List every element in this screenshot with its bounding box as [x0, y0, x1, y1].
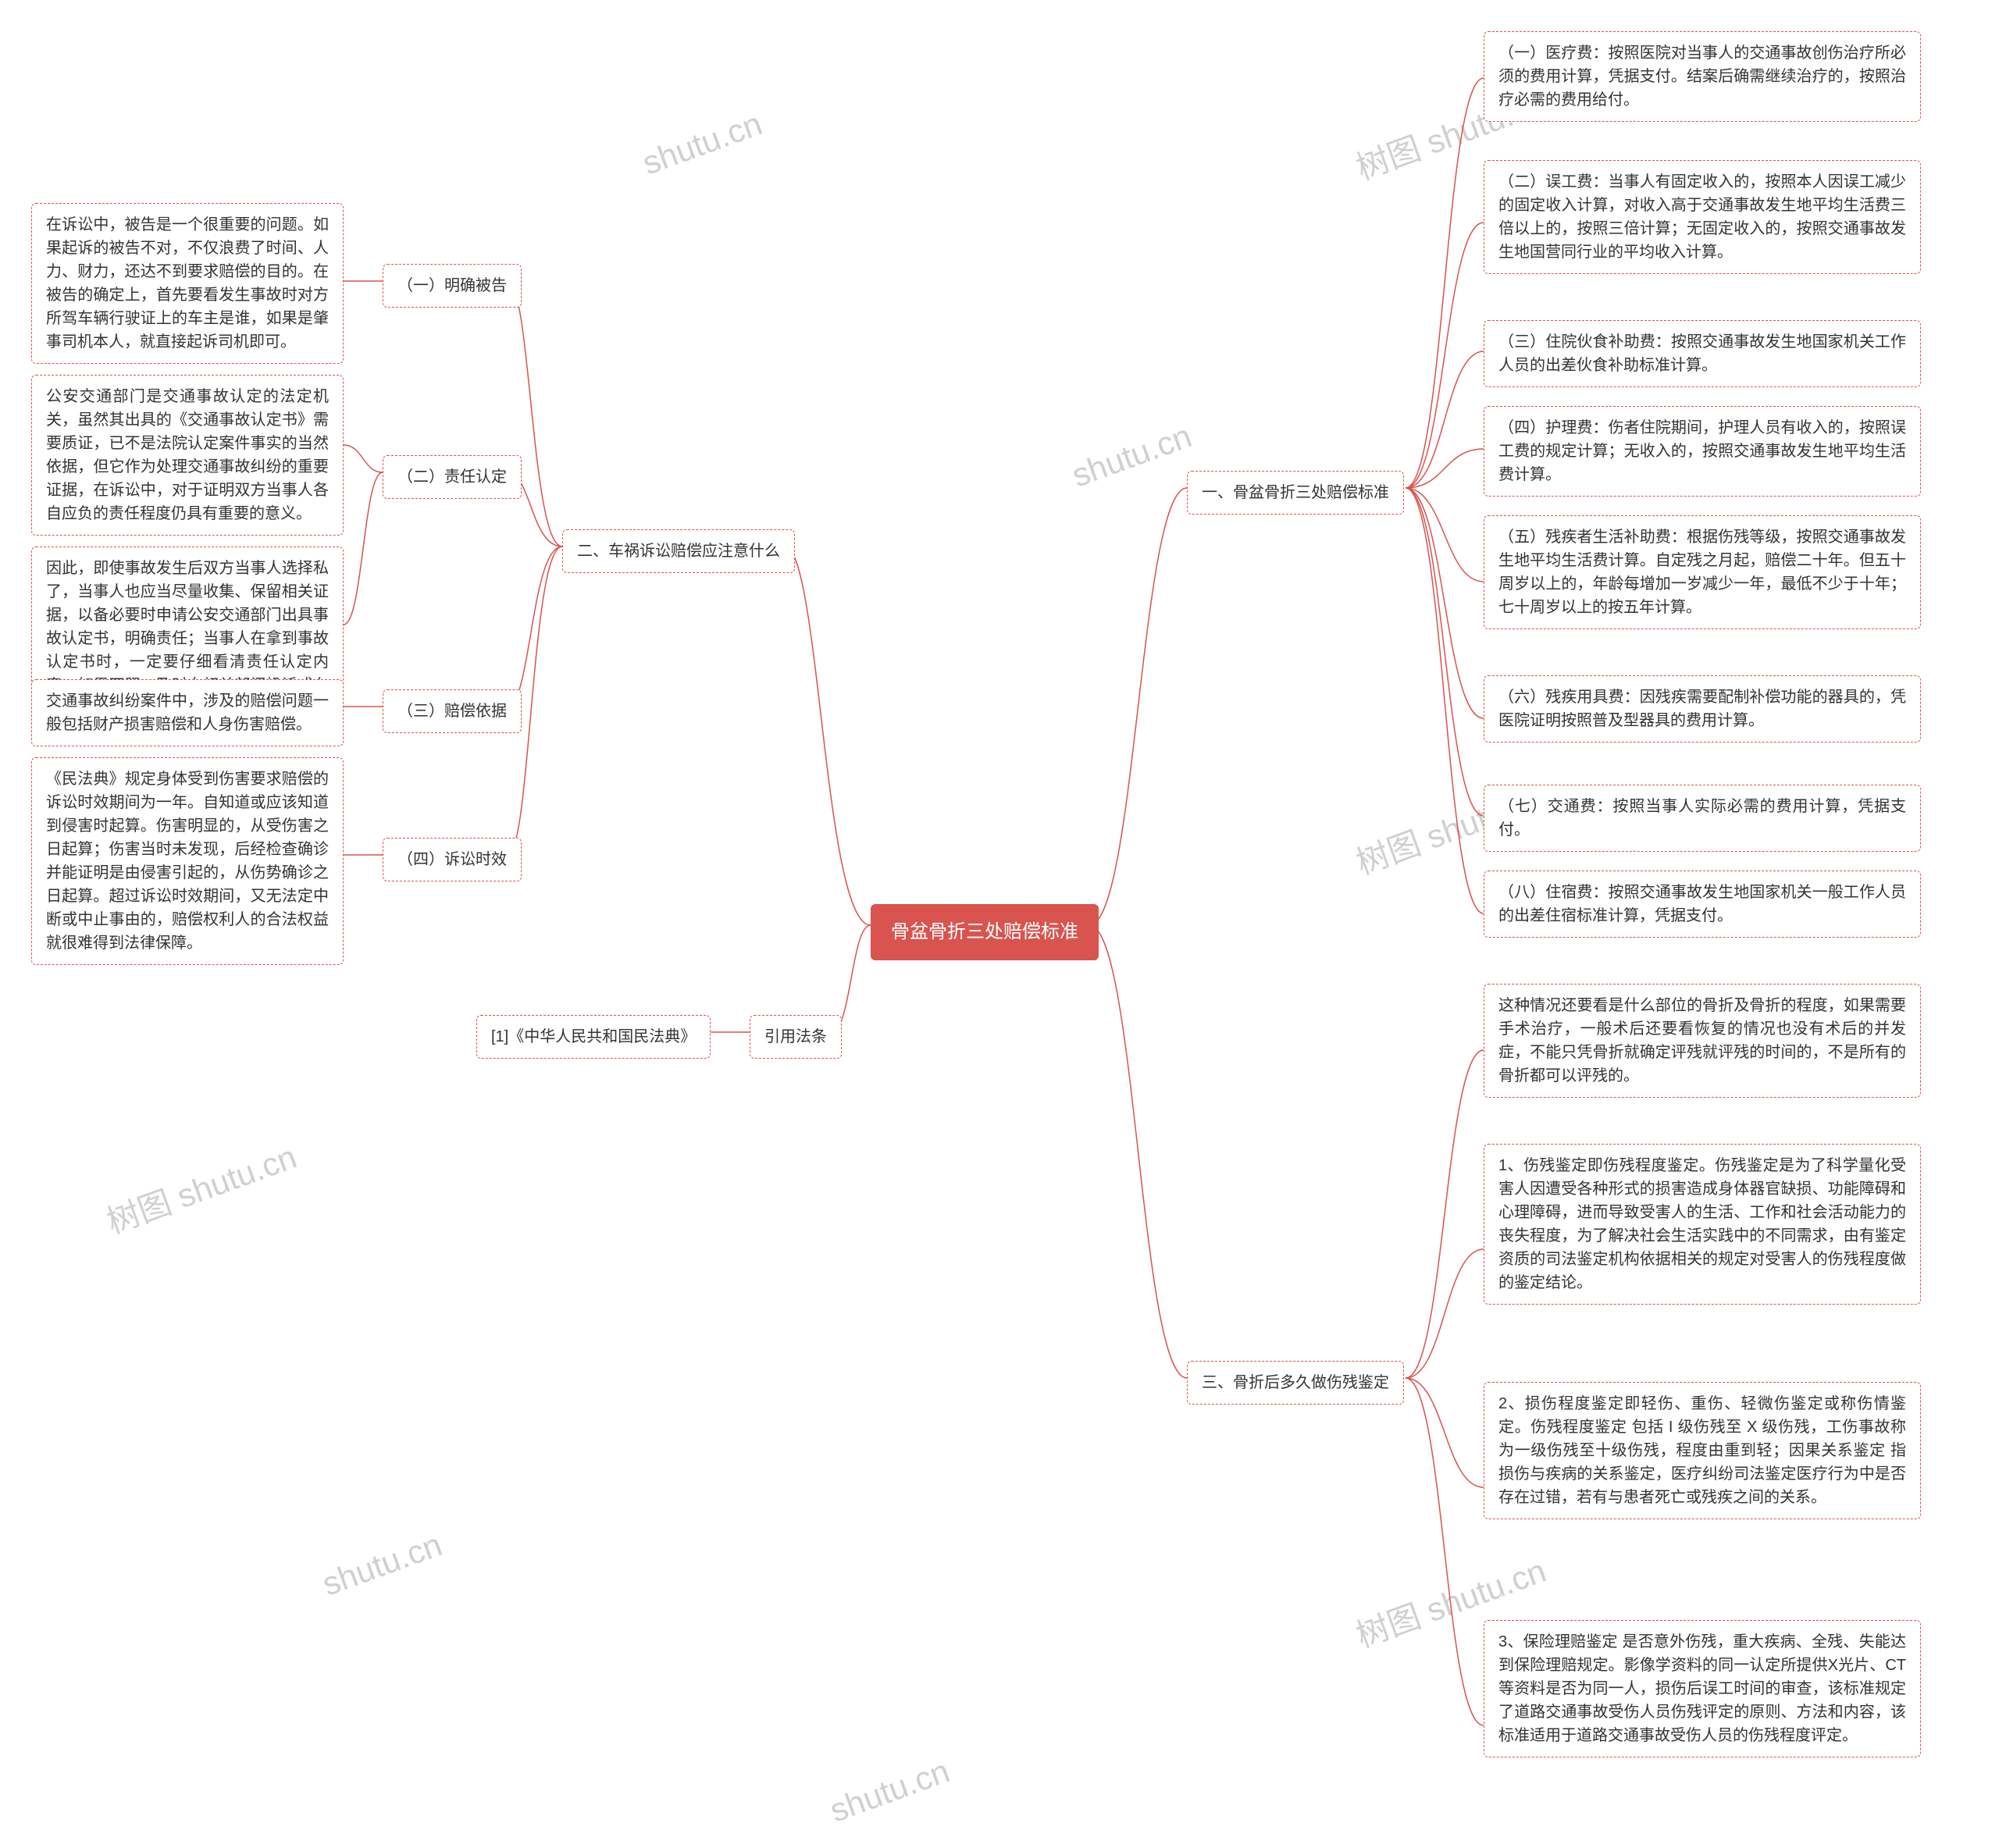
leaf-r3-2: 2、损伤程度鉴定即轻伤、重伤、轻微伤鉴定或称伤情鉴定。伤残程度鉴定 包括 I 级… [1484, 1382, 1921, 1519]
leaf-r1-2: （三）住院伙食补助费：按照交通事故发生地国家机关工作人员的出差伙食补助标准计算。 [1484, 320, 1921, 387]
leaf-r1-3: （四）护理费：伤者住院期间，护理人员有收入的，按照误工费的规定计算；无收入的，按… [1484, 406, 1921, 497]
watermark: shutu.cn [825, 1752, 955, 1829]
leaf-r1-6: （七）交通费：按照当事人实际必需的费用计算，凭据支付。 [1484, 785, 1921, 852]
leaf-r1-7: （八）住宿费：按照交通事故发生地国家机关一般工作人员的出差住宿标准计算，凭据支付… [1484, 871, 1921, 938]
leaf-r1-0: （一）医疗费：按照医院对当事人的交通事故创伤治疗所必须的费用计算，凭据支付。结案… [1484, 31, 1921, 122]
branch-l2: 二、车祸诉讼赔偿应注意什么 [562, 529, 795, 573]
leaf-ref-0: [1]《中华人民共和国民法典》 [476, 1015, 711, 1059]
sub-l2-1: （二）责任认定 [383, 455, 522, 499]
leaf-r1-5: （六）残疾用具费：因残疾需要配制补偿功能的器具的，凭医院证明按照普及型器具的费用… [1484, 675, 1921, 742]
sub-l2-3: （四）诉讼时效 [383, 838, 522, 881]
leaf-r3-0: 这种情况还要看是什么部位的骨折及骨折的程度，如果需要手术治疗，一般术后还要看恢复… [1484, 984, 1921, 1098]
root-node: 骨盆骨折三处赔偿标准 [871, 904, 1099, 960]
watermark: shutu.cn [638, 105, 768, 182]
sub-l2-0: （一）明确被告 [383, 264, 522, 308]
watermark: shutu.cn [1067, 417, 1197, 494]
branch-r3: 三、骨折后多久做伤残鉴定 [1187, 1361, 1404, 1405]
watermark: shutu.cn [318, 1526, 447, 1603]
branch-ref: 引用法条 [750, 1015, 842, 1059]
leaf-l2-2-0: 交通事故纠纷案件中，涉及的赔偿问题一般包括财产损害赔偿和人身伤害赔偿。 [31, 679, 344, 746]
leaf-r3-3: 3、保险理赔鉴定 是否意外伤残，重大疾病、全残、失能达到保险理赔规定。影像学资料… [1484, 1620, 1921, 1757]
leaf-l2-1-0: 公安交通部门是交通事故认定的法定机关，虽然其出具的《交通事故认定书》需要质证，已… [31, 375, 344, 536]
leaf-r1-4: （五）残疾者生活补助费：根据伤残等级，按照交通事故发生地平均生活费计算。自定残之… [1484, 515, 1921, 629]
leaf-l2-0-0: 在诉讼中，被告是一个很重要的问题。如果起诉的被告不对，不仅浪费了时间、人力、财力… [31, 203, 344, 364]
branch-r1: 一、骨盆骨折三处赔偿标准 [1187, 471, 1404, 515]
leaf-l2-3-0: 《民法典》规定身体受到伤害要求赔偿的诉讼时效期间为一年。自知道或应该知道到侵害时… [31, 757, 344, 965]
watermark: 树图 shutu.cn [99, 1131, 302, 1243]
leaf-r1-1: （二）误工费：当事人有固定收入的，按照本人因误工减少的固定收入计算，对收入高于交… [1484, 160, 1921, 274]
leaf-r3-1: 1、伤残鉴定即伤残程度鉴定。伤残鉴定是为了科学量化受害人因遭受各种形式的损害造成… [1484, 1144, 1921, 1305]
sub-l2-2: （三）赔偿依据 [383, 689, 522, 733]
